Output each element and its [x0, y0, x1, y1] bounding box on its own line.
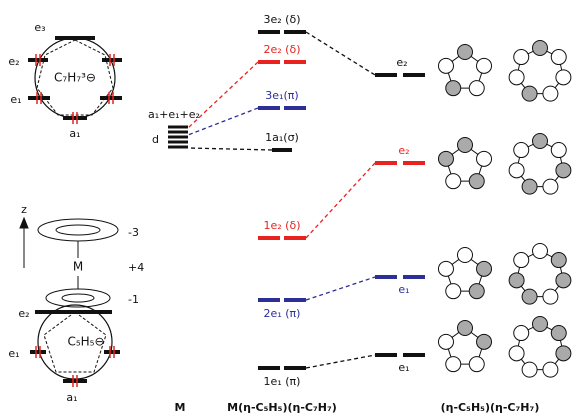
charge: +4	[128, 261, 144, 274]
column-label: M	[175, 401, 186, 414]
orbital-lobe	[551, 143, 566, 158]
orbital-lobe	[556, 346, 571, 361]
orbital-lobe	[446, 284, 461, 299]
orbital-lobe	[522, 362, 537, 377]
c7h7-label: C₇H₇³⊖	[54, 71, 96, 85]
c5h5-label: C₅H₅⊖	[67, 335, 104, 349]
orbital-lobe	[514, 50, 529, 65]
orbital-lobe	[477, 58, 492, 73]
level-label: 3e₂ (δ)	[264, 13, 301, 26]
column-label: (η-C₅H₅)(η-C₇H₇)	[441, 401, 540, 414]
orbital-lobe	[551, 50, 566, 65]
orbital-lobe	[556, 163, 571, 178]
level-label: 2e₂ (δ)	[264, 43, 301, 56]
orbital-lobe	[477, 334, 492, 349]
orbital-lobe	[533, 134, 548, 149]
orbital-lobe	[543, 362, 558, 377]
orbital-lobe	[458, 321, 473, 336]
orbital-lobe	[509, 346, 524, 361]
level-label: e₁	[398, 283, 409, 296]
level-label: 2e₁ (π)	[264, 307, 301, 320]
level-label: e₂	[398, 144, 409, 157]
orbital-lobe	[522, 86, 537, 101]
d-levels	[168, 127, 188, 147]
d-label: d	[152, 133, 159, 146]
orbital-lobe	[522, 289, 537, 304]
level-label: e₃	[34, 21, 45, 34]
orbital-lobe	[438, 334, 453, 349]
orbital-lobe	[533, 244, 548, 259]
orbital-lobe	[438, 261, 453, 276]
orbital-lobe	[446, 81, 461, 96]
orbital-lobe	[458, 138, 473, 153]
orbital-lobe	[543, 86, 558, 101]
level-label: e₂	[396, 56, 407, 69]
orbital-lobe	[556, 273, 571, 288]
orbital-lobe	[543, 179, 558, 194]
orbital-lobe	[477, 151, 492, 166]
orbital-lobe	[509, 273, 524, 288]
orbital-lobe	[533, 317, 548, 332]
orbital-lobe	[469, 174, 484, 189]
level-label: e₂	[8, 55, 19, 68]
ligand-levels	[375, 75, 425, 355]
mo-diagram: C₇H₇³⊖ e₃ e₂ e₁ a₁ z M -3 +4 -1 C₅H₅⊖ e₂…	[0, 0, 572, 419]
orbital-lobe	[514, 326, 529, 341]
level-label: 1e₁ (π)	[264, 375, 301, 388]
level-label: e₂	[18, 307, 29, 320]
level-label: 3e₁(π)	[265, 89, 298, 102]
charge: -3	[128, 226, 139, 239]
orbital-lobe	[514, 143, 529, 158]
level-label: e₁	[8, 347, 19, 360]
orbital-lobe	[469, 284, 484, 299]
orbital-lobe	[514, 253, 529, 268]
orbital-lobe	[438, 58, 453, 73]
orbital-lobe	[438, 151, 453, 166]
orbital-lobe	[533, 41, 548, 56]
orbital-lobe	[458, 45, 473, 60]
orbital-pictures	[438, 41, 570, 378]
orbital-lobe	[509, 70, 524, 85]
level-label: 1a₁(σ)	[265, 131, 299, 144]
orbital-lobe	[551, 253, 566, 268]
orbital-lobe	[477, 261, 492, 276]
metal-label: M	[73, 260, 83, 274]
charge: -1	[128, 293, 139, 306]
orbital-lobe	[556, 70, 571, 85]
orbital-lobe	[446, 174, 461, 189]
column-label: M(η-C₅H₅)(η-C₇H₇)	[227, 401, 337, 414]
orbital-lobe	[469, 81, 484, 96]
level-label: a₁	[66, 391, 77, 404]
orbital-lobe	[509, 163, 524, 178]
axis-label: z	[21, 203, 27, 216]
level-label: e₁	[10, 93, 21, 106]
level-label: 1e₂ (δ)	[264, 219, 301, 232]
sandwich-sketch	[20, 218, 118, 307]
orbital-lobe	[522, 179, 537, 194]
level-label: a₁	[69, 127, 80, 140]
orbital-lobe	[543, 289, 558, 304]
orbital-lobe	[458, 248, 473, 263]
orbital-lobe	[551, 326, 566, 341]
d-orbitals-label: a₁+e₁+e₂	[148, 108, 200, 121]
orbital-lobe	[469, 357, 484, 372]
level-label: e₁	[398, 361, 409, 374]
orbital-lobe	[446, 357, 461, 372]
